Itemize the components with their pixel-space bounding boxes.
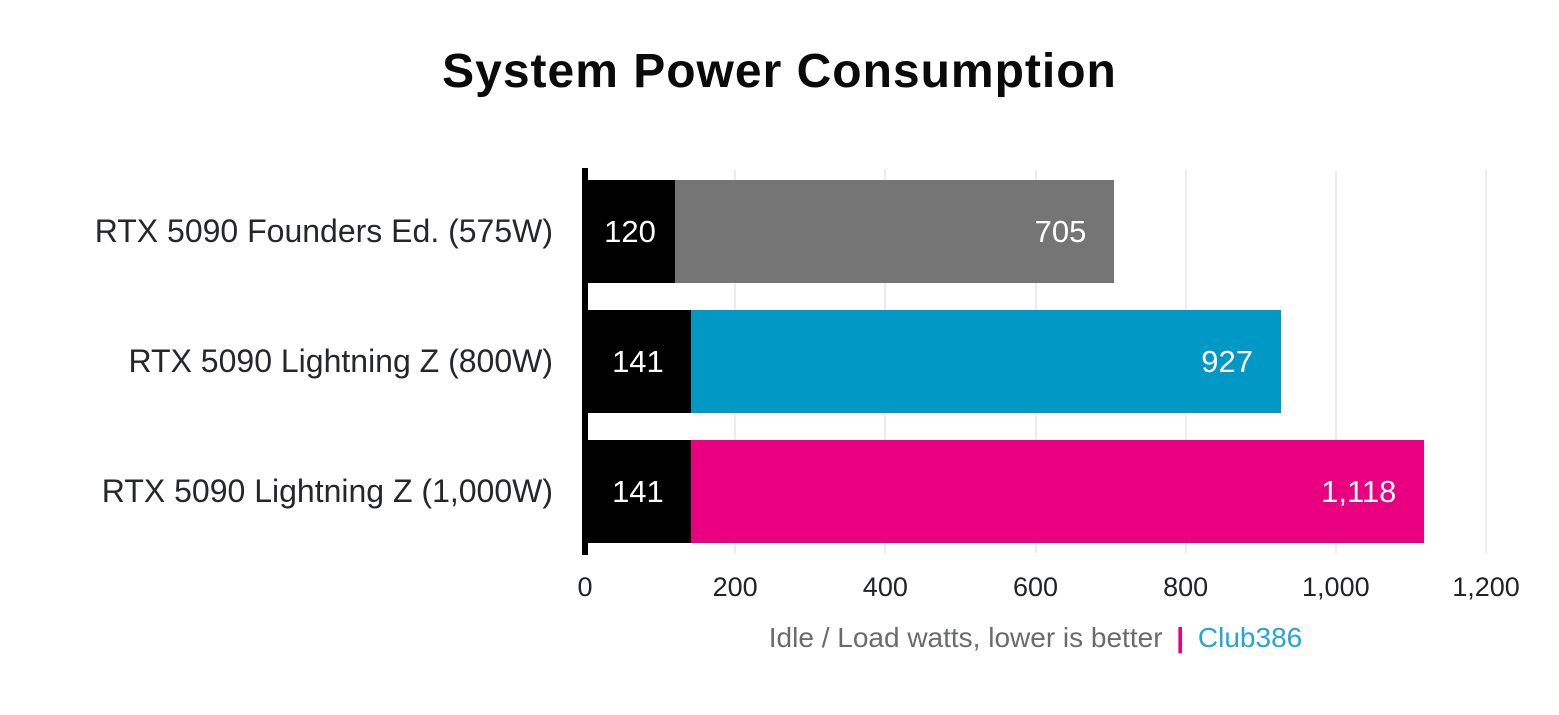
x-axis-tick-label: 400	[862, 572, 908, 602]
load-bar-segment: 705	[675, 180, 1115, 283]
x-axis-tick-label: 0	[577, 572, 593, 602]
bar-chart-plot-area: 120 705 141 927 141 1,118	[582, 168, 1487, 555]
load-value-label: 927	[1201, 343, 1253, 379]
caption-separator: |	[1176, 622, 1185, 653]
category-label: RTX 5090 Lightning Z (1,000W)	[101, 473, 553, 509]
bar-2: 141 1,118	[585, 440, 1425, 543]
gridline	[1485, 170, 1487, 553]
y-axis-line	[582, 168, 588, 555]
chart-row: 120 705	[585, 180, 1486, 283]
idle-value-label: 141	[612, 473, 664, 509]
x-axis-tick-label: 200	[712, 572, 758, 602]
chart-title: System Power Consumption	[442, 45, 1117, 98]
bar-0: 120 705	[585, 180, 1115, 283]
x-axis-tick-label: 600	[1012, 572, 1059, 602]
chart-caption: Idle / Load watts, lower is better | Clu…	[585, 622, 1486, 654]
category-label: RTX 5090 Lightning Z (800W)	[128, 343, 553, 379]
idle-bar-segment: 141	[585, 440, 691, 543]
idle-value-label: 141	[612, 343, 664, 379]
idle-bar-segment: 120	[585, 180, 676, 283]
load-value-label: 705	[1034, 213, 1087, 249]
bar-1: 141 927	[585, 310, 1281, 413]
x-axis-tick-label: 800	[1163, 572, 1209, 602]
x-axis-tick-label: 1,200	[1452, 572, 1520, 602]
x-axis-tick-label: 1,000	[1302, 572, 1370, 602]
chart-row: 141 1,118	[585, 440, 1486, 543]
chart-row: 141 927	[585, 310, 1486, 413]
caption-text: Idle / Load watts, lower is better	[768, 622, 1163, 653]
load-value-label: 1,118	[1321, 473, 1397, 509]
load-bar-segment: 927	[690, 310, 1281, 413]
idle-value-label: 120	[604, 213, 656, 249]
idle-bar-segment: 141	[585, 310, 691, 413]
brand-club386: Club386	[1197, 622, 1303, 653]
category-label: RTX 5090 Founders Ed. (575W)	[94, 213, 553, 249]
gridline	[1334, 170, 1337, 553]
load-bar-segment: 1,118	[690, 440, 1425, 543]
